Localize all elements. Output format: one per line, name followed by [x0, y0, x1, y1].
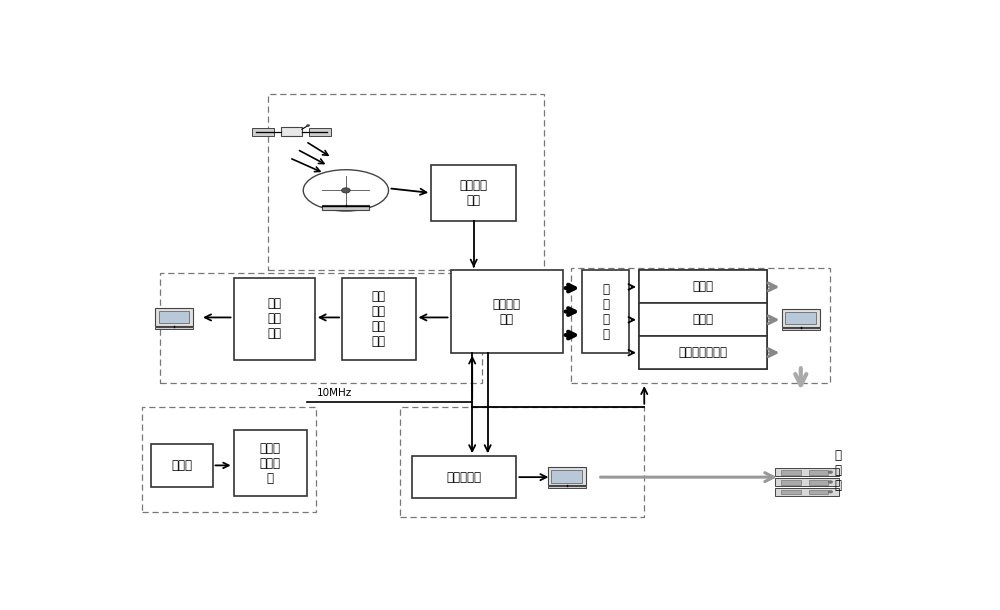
FancyBboxPatch shape — [322, 205, 369, 210]
FancyBboxPatch shape — [582, 270, 629, 353]
Circle shape — [342, 188, 350, 193]
FancyBboxPatch shape — [781, 470, 801, 475]
FancyBboxPatch shape — [234, 430, 307, 496]
Text: 基带
信号
采集
设备: 基带 信号 采集 设备 — [372, 290, 386, 348]
FancyBboxPatch shape — [785, 312, 816, 325]
FancyBboxPatch shape — [548, 467, 586, 486]
FancyBboxPatch shape — [281, 127, 302, 137]
Text: 数据
磁盘
阵列: 数据 磁盘 阵列 — [267, 297, 281, 340]
FancyBboxPatch shape — [548, 486, 586, 488]
Circle shape — [828, 481, 833, 483]
Text: 原子钟: 原子钟 — [171, 459, 192, 472]
Circle shape — [828, 490, 833, 493]
FancyBboxPatch shape — [431, 165, 516, 221]
Circle shape — [828, 471, 833, 473]
FancyBboxPatch shape — [159, 311, 189, 323]
FancyBboxPatch shape — [234, 278, 315, 360]
FancyBboxPatch shape — [781, 490, 801, 494]
FancyBboxPatch shape — [450, 270, 563, 353]
Circle shape — [307, 124, 310, 126]
FancyBboxPatch shape — [639, 270, 767, 369]
FancyBboxPatch shape — [809, 480, 828, 484]
FancyBboxPatch shape — [412, 456, 516, 498]
FancyBboxPatch shape — [342, 278, 416, 360]
Text: 线路分配
放大: 线路分配 放大 — [493, 298, 521, 326]
FancyBboxPatch shape — [809, 470, 828, 475]
Text: 10MHz: 10MHz — [317, 388, 352, 398]
FancyBboxPatch shape — [155, 327, 193, 329]
FancyBboxPatch shape — [155, 308, 193, 326]
FancyBboxPatch shape — [809, 490, 828, 494]
Text: 示波器: 示波器 — [692, 314, 713, 326]
Text: 服
务
器: 服 务 器 — [834, 448, 842, 492]
Text: 频谱仪: 频谱仪 — [692, 281, 713, 293]
FancyBboxPatch shape — [551, 470, 582, 483]
FancyBboxPatch shape — [775, 487, 839, 496]
Text: 矩
阵
开
关: 矩 阵 开 关 — [602, 282, 609, 340]
FancyBboxPatch shape — [309, 128, 331, 136]
Text: 低噪声放
大器: 低噪声放 大器 — [460, 179, 488, 207]
FancyBboxPatch shape — [775, 468, 839, 476]
FancyBboxPatch shape — [151, 444, 213, 487]
FancyBboxPatch shape — [639, 303, 767, 336]
FancyBboxPatch shape — [781, 480, 801, 484]
Text: 监测接收机: 监测接收机 — [447, 471, 482, 484]
FancyBboxPatch shape — [252, 128, 274, 136]
FancyBboxPatch shape — [639, 270, 767, 303]
FancyBboxPatch shape — [782, 309, 820, 327]
FancyBboxPatch shape — [639, 336, 767, 369]
FancyBboxPatch shape — [775, 478, 839, 486]
Text: 频率分
配放大
器: 频率分 配放大 器 — [260, 442, 281, 484]
Text: 矢量信号分析仪: 矢量信号分析仪 — [678, 346, 727, 359]
FancyBboxPatch shape — [782, 328, 820, 329]
